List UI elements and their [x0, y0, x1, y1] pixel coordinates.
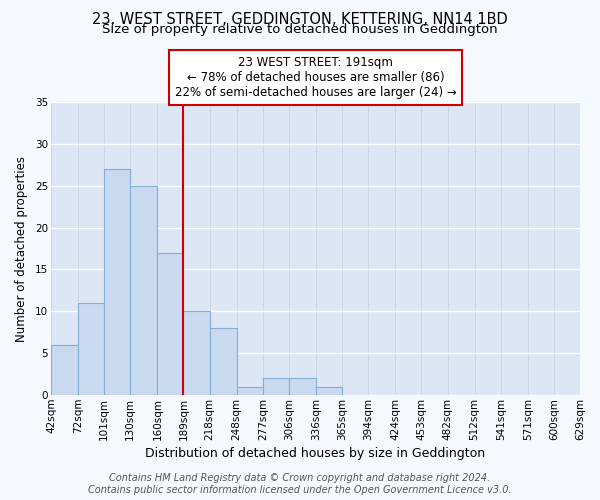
Y-axis label: Number of detached properties: Number of detached properties: [15, 156, 28, 342]
Text: 23, WEST STREET, GEDDINGTON, KETTERING, NN14 1BD: 23, WEST STREET, GEDDINGTON, KETTERING, …: [92, 12, 508, 28]
Text: Size of property relative to detached houses in Geddington: Size of property relative to detached ho…: [102, 22, 498, 36]
Text: Contains HM Land Registry data © Crown copyright and database right 2024.
Contai: Contains HM Land Registry data © Crown c…: [88, 474, 512, 495]
Bar: [184, 312, 209, 395]
Bar: [209, 328, 236, 395]
Bar: [78, 303, 104, 395]
Bar: [157, 252, 184, 395]
Bar: [236, 387, 263, 395]
Bar: [316, 387, 342, 395]
Bar: [289, 378, 316, 395]
Text: 23 WEST STREET: 191sqm
← 78% of detached houses are smaller (86)
22% of semi-det: 23 WEST STREET: 191sqm ← 78% of detached…: [175, 56, 457, 99]
Bar: [130, 186, 157, 395]
Bar: [263, 378, 289, 395]
X-axis label: Distribution of detached houses by size in Geddington: Distribution of detached houses by size …: [145, 447, 485, 460]
Bar: [51, 345, 78, 395]
Bar: [104, 169, 130, 395]
